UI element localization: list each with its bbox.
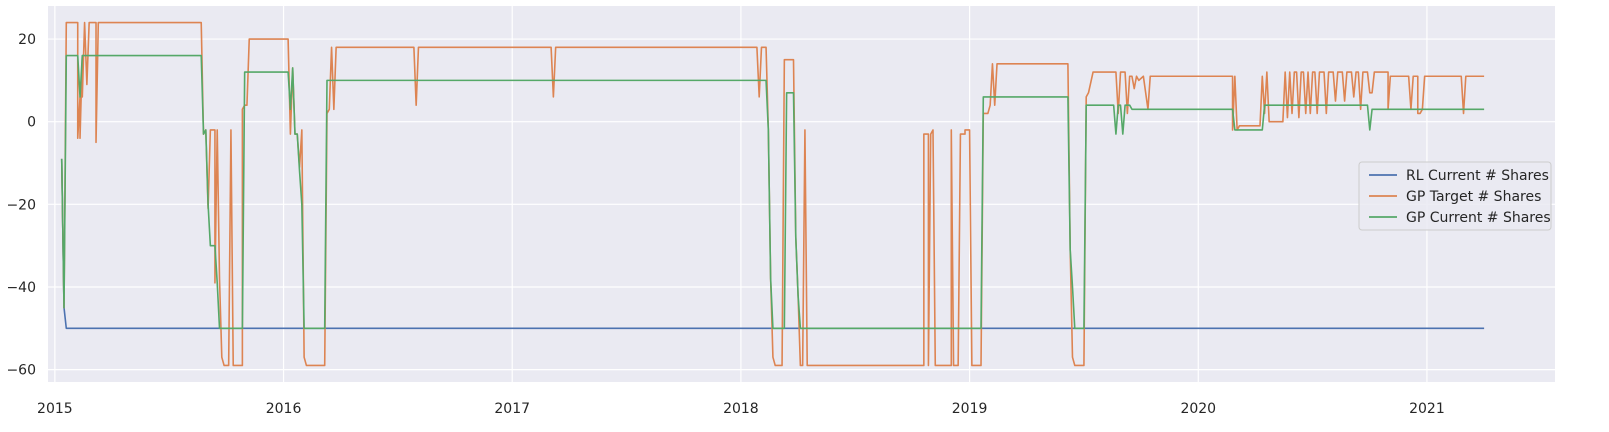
series-line-2 — [60, 54, 1485, 330]
x-tick-label: 2020 — [1180, 401, 1216, 417]
legend-label-1: GP Target # Shares — [1406, 189, 1541, 205]
y-tick-label: 20 — [18, 32, 36, 48]
plot-background — [48, 6, 1555, 382]
y-tick-label: −60 — [6, 363, 36, 379]
y-tick-label: −40 — [6, 280, 36, 296]
x-tick-label: 2015 — [37, 401, 73, 417]
x-tick-label: 2016 — [266, 401, 302, 417]
y-tick-label: −20 — [6, 197, 36, 213]
legend-label-0: RL Current # Shares — [1406, 168, 1549, 184]
y-tick-label: 0 — [27, 115, 36, 131]
axis-tick-labels: 2015 2016 2017 2018 2019 2020 2021 20 0 −20 −40 −60 — [6, 32, 1444, 417]
x-tick-label: 2018 — [723, 401, 759, 417]
legend: RL Current # Shares GP Target # Shares GP … — [1358, 161, 1552, 231]
x-tick-label: 2017 — [494, 401, 530, 417]
series-lines — [60, 21, 1485, 367]
legend-box — [1358, 161, 1552, 231]
x-tick-label: 2019 — [952, 401, 988, 417]
x-tick-label: 2021 — [1409, 401, 1445, 417]
legend-label-2: GP Current # Shares — [1406, 210, 1551, 226]
